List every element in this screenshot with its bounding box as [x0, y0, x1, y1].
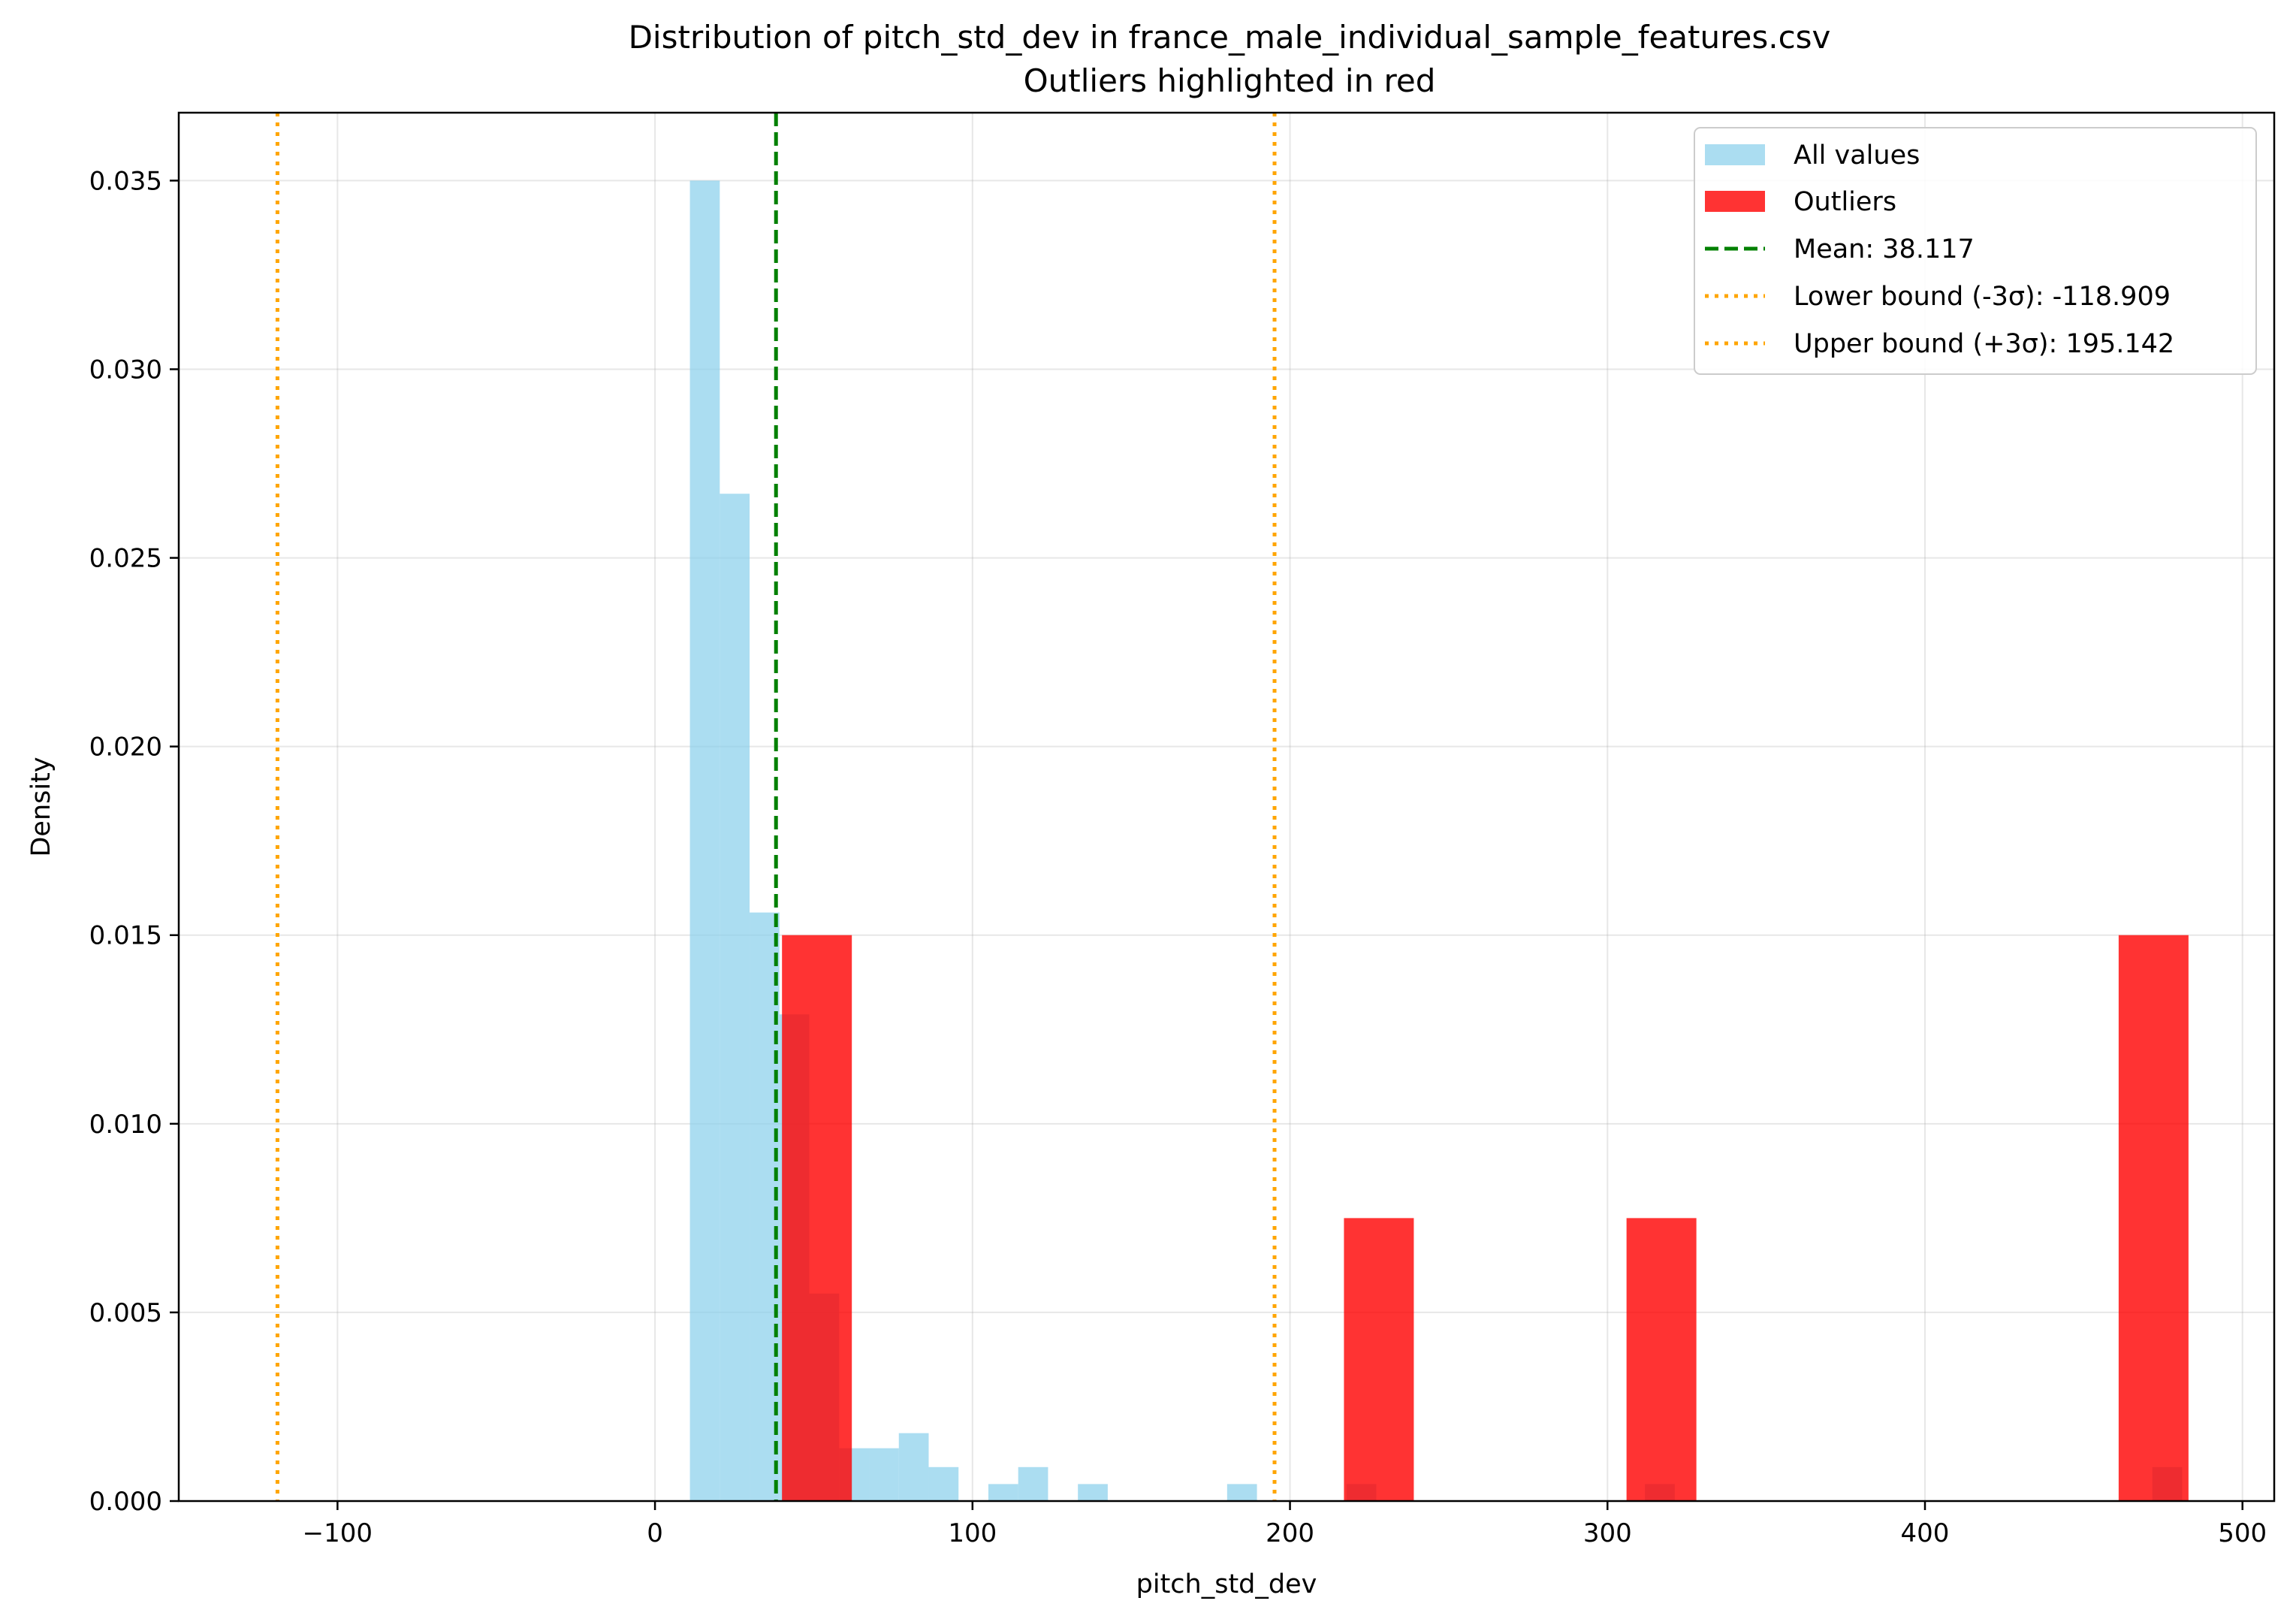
x-tick-label-3: 200 [1266, 1518, 1314, 1548]
y-tick-label-7: 0.035 [89, 166, 162, 196]
y-tick-label-5: 0.025 [89, 544, 162, 574]
histogram-bars [689, 180, 2189, 1501]
y-tick-label-4: 0.020 [89, 732, 162, 763]
bar-all-values-7 [898, 1433, 929, 1501]
legend: All values Outliers Mean: 38.117 Lower b… [1694, 127, 2257, 375]
plot-area-frame [177, 111, 2276, 1503]
x-tick-label-6: 500 [2218, 1518, 2267, 1548]
y-tick-label-2: 0.010 [89, 1110, 162, 1140]
bar-all-values-6 [869, 1448, 899, 1501]
bar-all-values-10 [1018, 1466, 1048, 1501]
bar-all-values-1 [720, 494, 750, 1501]
x-tick-label-5: 400 [1901, 1518, 1950, 1548]
legend-box [1694, 127, 2257, 375]
x-tick-label-1: 0 [647, 1518, 663, 1548]
bar-all-values-8 [928, 1466, 959, 1501]
bar-outliers-0 [782, 935, 852, 1501]
legend-swatch-outliers [1705, 191, 1765, 212]
x-tick-label-0: −100 [303, 1518, 373, 1548]
bar-outliers-3 [2118, 935, 2189, 1501]
x-tick-label-2: 100 [948, 1518, 997, 1548]
y-tick-label-0: 0.000 [89, 1487, 162, 1517]
y-axis-label: Density [26, 757, 56, 856]
bar-all-values-12 [1226, 1484, 1257, 1501]
bar-all-values-9 [988, 1484, 1018, 1501]
bar-all-values-0 [689, 180, 720, 1501]
chart-title-line1: Distribution of pitch_std_dev in france_… [629, 19, 1831, 56]
x-axis-ticks: −100 0 100 200 300 400 500 [303, 1501, 2267, 1548]
x-axis-label: pitch_std_dev [1136, 1569, 1317, 1599]
y-tick-label-1: 0.005 [89, 1298, 162, 1328]
chart-title-line2: Outliers highlighted in red [1024, 62, 1436, 99]
legend-swatch-all-values [1705, 144, 1765, 165]
reference-lines [275, 113, 1277, 1501]
legend-label-lower-bound: Lower bound (-3σ): -118.909 [1794, 282, 2171, 312]
legend-label-outliers: Outliers [1794, 187, 1896, 217]
legend-label-upper-bound: Upper bound (+3σ): 195.142 [1794, 329, 2174, 359]
y-tick-label-6: 0.030 [89, 355, 162, 385]
y-axis-ticks: 0.000 0.005 0.010 0.015 0.020 0.025 0.030 0.035 [89, 166, 179, 1517]
bar-all-values-11 [1078, 1484, 1108, 1501]
y-tick-label-3: 0.015 [89, 921, 162, 951]
legend-label-all-values: All values [1794, 140, 1920, 171]
legend-label-mean: Mean: 38.117 [1794, 234, 1975, 264]
x-tick-label-4: 300 [1583, 1518, 1632, 1548]
bar-outliers-1 [1344, 1218, 1414, 1501]
bar-outliers-2 [1626, 1218, 1697, 1501]
